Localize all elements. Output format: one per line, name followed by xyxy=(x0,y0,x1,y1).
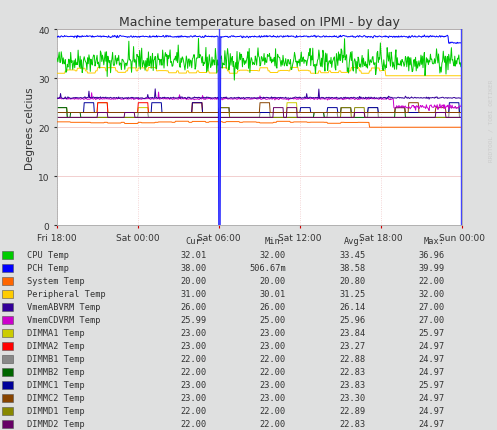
Text: 24.97: 24.97 xyxy=(418,420,445,428)
Text: 23.00: 23.00 xyxy=(259,381,286,390)
Text: 22.00: 22.00 xyxy=(180,420,206,428)
Text: System Temp: System Temp xyxy=(27,276,85,286)
Text: 26.00: 26.00 xyxy=(180,303,206,311)
Text: 24.97: 24.97 xyxy=(418,341,445,350)
Text: 22.88: 22.88 xyxy=(339,354,365,363)
Text: 22.00: 22.00 xyxy=(180,368,206,377)
Text: 20.00: 20.00 xyxy=(180,276,206,286)
Bar xyxy=(2,369,13,376)
Text: DIMMD2 Temp: DIMMD2 Temp xyxy=(27,420,85,428)
Bar xyxy=(2,264,13,272)
Text: DIMMC1 Temp: DIMMC1 Temp xyxy=(27,381,85,390)
Bar xyxy=(2,342,13,350)
Text: DIMMA2 Temp: DIMMA2 Temp xyxy=(27,341,85,350)
Bar xyxy=(2,316,13,324)
Title: Machine temperature based on IPMI - by day: Machine temperature based on IPMI - by d… xyxy=(119,16,400,29)
Bar xyxy=(2,356,13,363)
Bar xyxy=(2,408,13,415)
Text: 22.00: 22.00 xyxy=(180,354,206,363)
Text: CPU Temp: CPU Temp xyxy=(27,251,70,260)
Text: 20.00: 20.00 xyxy=(259,276,286,286)
Text: 25.00: 25.00 xyxy=(259,316,286,325)
Bar xyxy=(2,329,13,337)
Text: 36.96: 36.96 xyxy=(418,251,445,260)
Text: VmemABVRM Temp: VmemABVRM Temp xyxy=(27,303,101,311)
Bar xyxy=(2,304,13,311)
Text: 23.30: 23.30 xyxy=(339,393,365,402)
Text: 26.00: 26.00 xyxy=(259,303,286,311)
Text: Max:: Max: xyxy=(424,236,445,245)
Text: 23.00: 23.00 xyxy=(259,393,286,402)
Text: 26.14: 26.14 xyxy=(339,303,365,311)
Text: 22.00: 22.00 xyxy=(180,406,206,415)
Text: 25.97: 25.97 xyxy=(418,329,445,338)
Text: 23.84: 23.84 xyxy=(339,329,365,338)
Text: 30.01: 30.01 xyxy=(259,289,286,298)
Text: 33.45: 33.45 xyxy=(339,251,365,260)
Text: DIMMA1 Temp: DIMMA1 Temp xyxy=(27,329,85,338)
Text: 27.00: 27.00 xyxy=(418,303,445,311)
Text: 23.27: 23.27 xyxy=(339,341,365,350)
Text: 20.80: 20.80 xyxy=(339,276,365,286)
Text: 22.83: 22.83 xyxy=(339,368,365,377)
Text: 22.00: 22.00 xyxy=(259,354,286,363)
Text: 23.00: 23.00 xyxy=(180,329,206,338)
Text: DIMMB1 Temp: DIMMB1 Temp xyxy=(27,354,85,363)
Text: 22.83: 22.83 xyxy=(339,420,365,428)
Bar xyxy=(2,421,13,428)
Text: 24.97: 24.97 xyxy=(418,368,445,377)
Text: 24.97: 24.97 xyxy=(418,393,445,402)
Text: 22.00: 22.00 xyxy=(259,368,286,377)
Text: 24.97: 24.97 xyxy=(418,354,445,363)
Text: 23.00: 23.00 xyxy=(180,381,206,390)
Text: DIMMC2 Temp: DIMMC2 Temp xyxy=(27,393,85,402)
Text: 22.89: 22.89 xyxy=(339,406,365,415)
Text: 23.00: 23.00 xyxy=(259,329,286,338)
Text: 506.67m: 506.67m xyxy=(249,264,286,273)
Text: 22.00: 22.00 xyxy=(418,276,445,286)
Bar xyxy=(2,277,13,285)
Text: 23.83: 23.83 xyxy=(339,381,365,390)
Text: 25.99: 25.99 xyxy=(180,316,206,325)
Text: 32.00: 32.00 xyxy=(418,289,445,298)
Text: 27.00: 27.00 xyxy=(418,316,445,325)
Text: 23.00: 23.00 xyxy=(259,341,286,350)
Text: 22.00: 22.00 xyxy=(259,406,286,415)
Text: 23.00: 23.00 xyxy=(180,393,206,402)
Text: DIMMD1 Temp: DIMMD1 Temp xyxy=(27,406,85,415)
Text: 24.97: 24.97 xyxy=(418,406,445,415)
Bar xyxy=(2,381,13,389)
Text: 38.00: 38.00 xyxy=(180,264,206,273)
Text: 32.00: 32.00 xyxy=(259,251,286,260)
Text: DIMMB2 Temp: DIMMB2 Temp xyxy=(27,368,85,377)
Text: 31.00: 31.00 xyxy=(180,289,206,298)
Text: Avg:: Avg: xyxy=(344,236,365,245)
Text: 22.00: 22.00 xyxy=(259,420,286,428)
Text: Peripheral Temp: Peripheral Temp xyxy=(27,289,106,298)
Text: Min:: Min: xyxy=(265,236,286,245)
Bar xyxy=(2,252,13,259)
Text: 32.01: 32.01 xyxy=(180,251,206,260)
Text: VmemCDVRM Temp: VmemCDVRM Temp xyxy=(27,316,101,325)
Y-axis label: Degrees celcius: Degrees celcius xyxy=(25,87,35,169)
Bar xyxy=(2,291,13,298)
Text: 31.25: 31.25 xyxy=(339,289,365,298)
Text: Cur:: Cur: xyxy=(185,236,206,245)
Text: 39.99: 39.99 xyxy=(418,264,445,273)
Text: RRDTOOL / TOBI OETIKER: RRDTOOL / TOBI OETIKER xyxy=(489,79,494,162)
Text: PCH Temp: PCH Temp xyxy=(27,264,70,273)
Text: 25.96: 25.96 xyxy=(339,316,365,325)
Text: 38.58: 38.58 xyxy=(339,264,365,273)
Text: 23.00: 23.00 xyxy=(180,341,206,350)
Bar xyxy=(2,394,13,402)
Text: 25.97: 25.97 xyxy=(418,381,445,390)
